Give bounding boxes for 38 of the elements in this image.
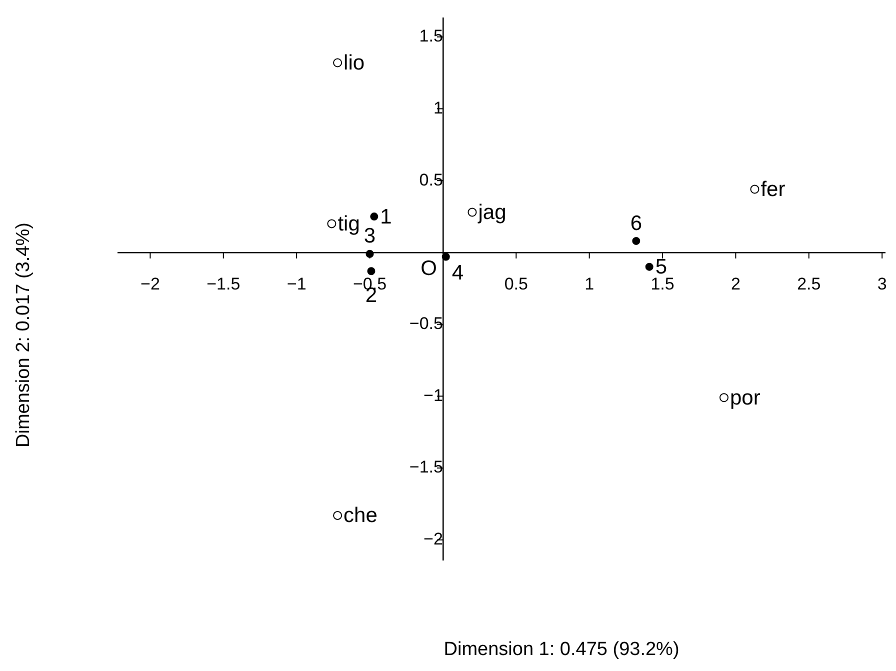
x-tick-label: 2	[730, 274, 740, 294]
annotation: 4	[452, 262, 464, 285]
point	[750, 184, 760, 194]
y-tick-label: 1.5	[419, 26, 443, 46]
y-tick-label: −1	[424, 386, 443, 405]
point	[719, 393, 728, 402]
point	[370, 212, 378, 221]
annotation: 6	[630, 212, 642, 235]
point	[327, 219, 336, 228]
x-tick-label: −1.5	[206, 274, 240, 294]
x-tick-label: −1	[286, 274, 306, 294]
point	[333, 510, 342, 520]
x-tick-label: 0.5	[504, 274, 528, 294]
annotation: O	[420, 257, 437, 280]
x-tick-label: 3	[877, 274, 887, 294]
point	[333, 58, 342, 68]
annotation: por	[730, 386, 760, 410]
annotation: 3	[364, 224, 376, 248]
point	[645, 262, 654, 271]
point	[442, 252, 450, 261]
y-tick-label: −1.5	[409, 458, 443, 477]
x-tick-label: 1	[584, 274, 594, 294]
x-tick-label: −2	[140, 274, 160, 294]
annotation: fer	[760, 178, 786, 202]
y-tick-label: 0.5	[419, 170, 443, 190]
point	[367, 267, 376, 276]
annotation: tig	[338, 212, 360, 236]
y-axis-title: Dimension 2: 0.017 (3.4%)	[13, 222, 34, 448]
point	[632, 236, 640, 245]
x-tick-label: 2.5	[797, 274, 821, 294]
annotation: lio	[344, 52, 365, 75]
annotation: jag	[477, 201, 506, 224]
y-tick-label: −2	[424, 530, 443, 549]
annotation: 1	[380, 205, 392, 228]
annotation: che	[344, 504, 378, 528]
y-tick-label: −0.5	[409, 314, 443, 333]
point	[468, 208, 477, 217]
x-axis-title: Dimension 1: 0.475 (93.2%)	[444, 639, 680, 660]
